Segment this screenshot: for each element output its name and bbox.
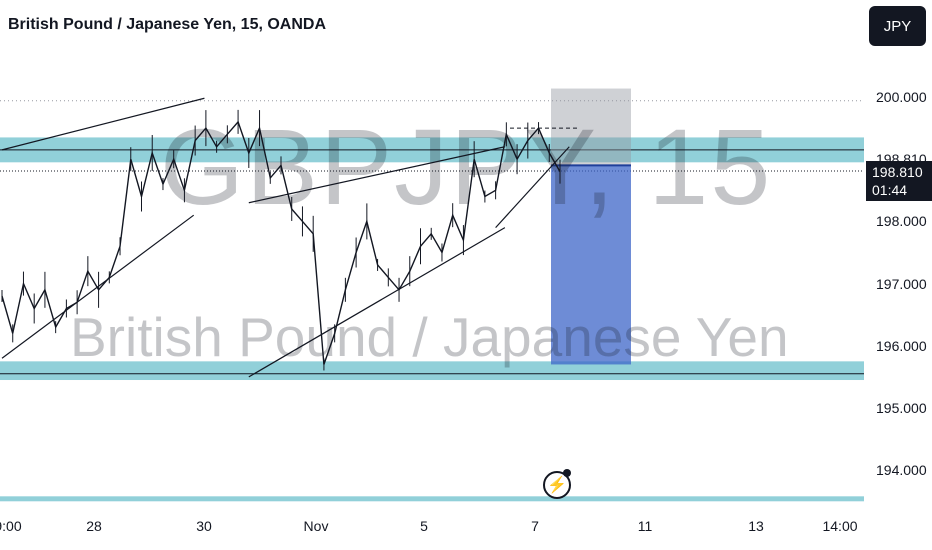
x-tick-label: 30 [196, 518, 212, 534]
last-price-tag: 198.810 01:44 [866, 161, 932, 201]
x-tick-label: 28 [86, 518, 102, 534]
y-tick-label: 196.000 [876, 337, 927, 354]
x-tick-label: 11 [637, 518, 653, 534]
trendline-1 [1, 214, 195, 359]
last-price: 198.810 [872, 164, 923, 180]
y-tick-label: 194.000 [876, 462, 927, 479]
y-tick-label: 195.000 [876, 400, 927, 416]
x-tick-label: 5 [420, 518, 428, 534]
symbol-watermark: GBPJPY, 15 [160, 106, 773, 227]
trendline-4 [495, 146, 570, 229]
lightning-icon[interactable]: ⚡ [543, 471, 571, 499]
x-tick-label: 9:00 [0, 518, 22, 534]
support-resistance-zone-1 [0, 361, 864, 381]
trendline-3 [248, 227, 506, 378]
x-tick-label: Nov [303, 518, 329, 534]
support-resistance-zone-2 [0, 496, 864, 502]
x-tick-label: 7 [531, 518, 539, 534]
x-tick-label: 13 [748, 518, 764, 534]
x-tick-label: 14:00 [822, 518, 858, 534]
take-profit-area [551, 165, 631, 365]
y-tick-label: 197.000 [876, 275, 927, 292]
instrument-name-watermark: British Pound / Japanese Yen [70, 306, 789, 368]
chart-title: British Pound / Japanese Yen, 15, OANDA [8, 16, 327, 33]
notification-dot-icon [563, 469, 571, 477]
trendline-2 [248, 146, 506, 204]
y-tick-label: 200.000 [876, 89, 927, 105]
bar-countdown: 01:44 [872, 182, 908, 198]
currency-button[interactable]: JPY [869, 6, 926, 46]
y-tick-label: 198.000 [876, 213, 927, 230]
trendline-0 [1, 97, 205, 151]
